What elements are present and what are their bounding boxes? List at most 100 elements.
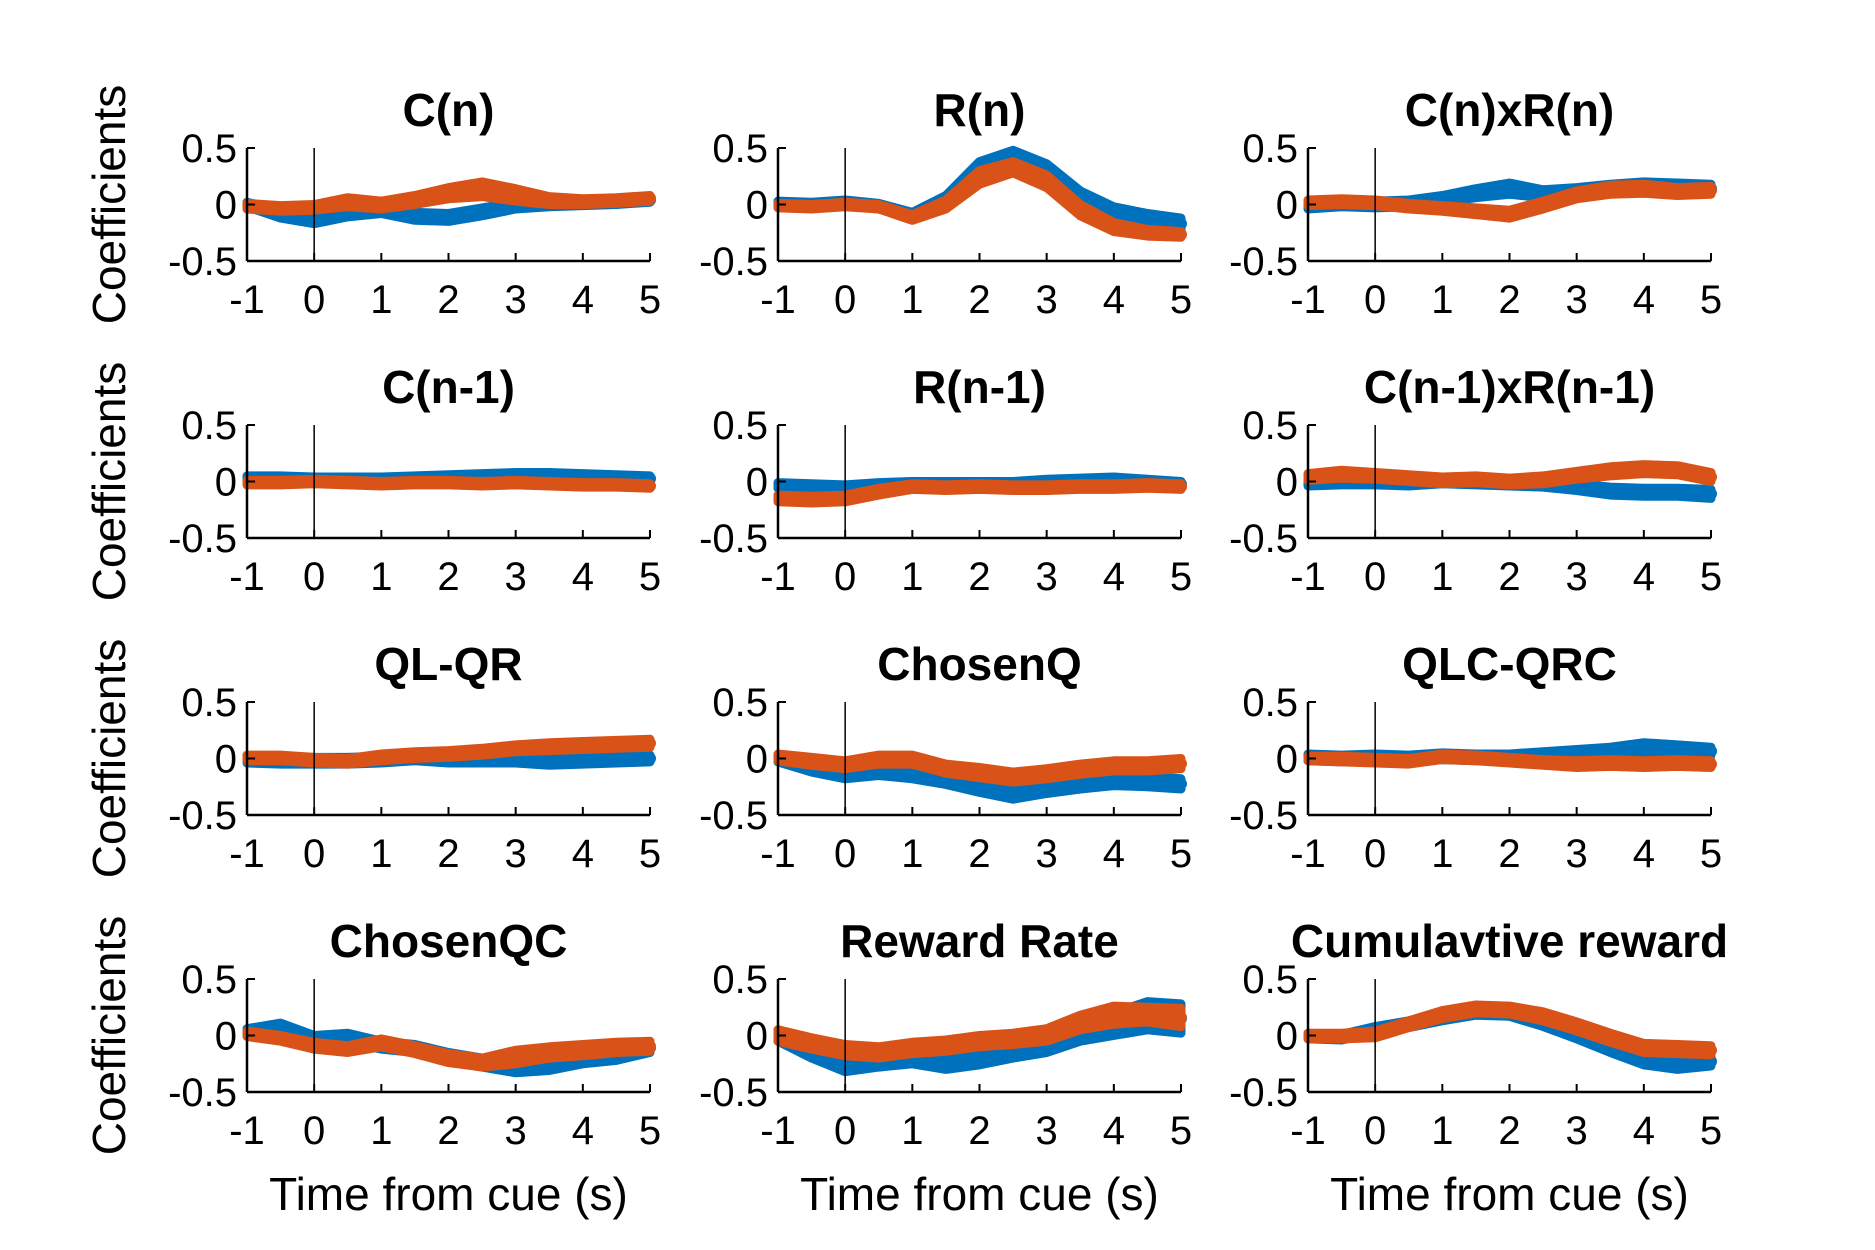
subplot-9: -1 0 1 2 3 4 5 -0.5 0 0.5 QLC-QRC <box>1229 638 1722 876</box>
series-end-point-orange <box>644 737 656 750</box>
y-tick-label: 0 <box>215 1015 237 1059</box>
x-tick-label: 4 <box>1103 278 1125 322</box>
x-tick-label: -1 <box>1290 832 1326 876</box>
x-tick-label: 1 <box>1431 555 1453 599</box>
x-tick-label: 4 <box>1633 555 1655 599</box>
x-axis-label: Time from cue (s) <box>800 1168 1159 1220</box>
subplot-title: C(n-1) <box>382 361 515 413</box>
x-tick-label: 4 <box>1103 1109 1125 1153</box>
subplot-title: C(n)xR(n) <box>1405 84 1615 136</box>
x-tick-label: 5 <box>639 555 661 599</box>
x-tick-label: 2 <box>437 1109 459 1153</box>
x-tick-label: -1 <box>760 555 796 599</box>
x-tick-label: 1 <box>1431 278 1453 322</box>
x-tick-label: 1 <box>370 832 392 876</box>
x-tick-label: 4 <box>572 278 594 322</box>
x-tick-label: 3 <box>505 1109 527 1153</box>
x-tick-label: 1 <box>901 278 923 322</box>
subplot-1: -1 0 1 2 3 4 5 -0.5 0 0.5 C(n) Coefficients <box>83 84 661 324</box>
x-tick-label: 2 <box>437 555 459 599</box>
y-tick-label: 0.5 <box>712 127 768 171</box>
y-tick-label: -0.5 <box>168 517 237 561</box>
x-tick-label: 0 <box>303 555 325 599</box>
x-tick-label: 2 <box>1498 1109 1520 1153</box>
x-tick-label: 5 <box>1700 1109 1722 1153</box>
y-axis-label: Coefficients <box>83 639 135 879</box>
y-tick-label: 0 <box>215 184 237 228</box>
x-tick-label: 3 <box>1566 832 1588 876</box>
x-tick-label: 4 <box>572 555 594 599</box>
y-axis-label: Coefficients <box>83 362 135 602</box>
subplot-title: QL-QR <box>374 638 522 690</box>
y-tick-label: 0.5 <box>1242 404 1298 448</box>
y-tick-label: 0 <box>1276 1015 1298 1059</box>
x-tick-label: 1 <box>1431 832 1453 876</box>
series-end-point-orange <box>1175 480 1187 493</box>
x-tick-label: 0 <box>1364 555 1386 599</box>
subplot-title: C(n-1)xR(n-1) <box>1364 361 1655 413</box>
y-axis-label: Coefficients <box>83 85 135 325</box>
x-tick-label: 3 <box>505 555 527 599</box>
series-band-orange <box>1303 1000 1716 1060</box>
x-tick-label: 0 <box>834 1109 856 1153</box>
x-tick-label: 4 <box>1633 278 1655 322</box>
y-tick-label: 0 <box>215 738 237 782</box>
y-tick-label: 0.5 <box>1242 958 1298 1002</box>
subplot-title: R(n-1) <box>913 361 1046 413</box>
subplot-7: -1 0 1 2 3 4 5 -0.5 0 0.5 QL-QR Coefficients <box>83 638 661 878</box>
x-tick-label: 3 <box>1036 832 1058 876</box>
series-band-orange <box>242 177 655 216</box>
x-tick-label: 3 <box>1036 1109 1058 1153</box>
y-tick-label: 0 <box>746 738 768 782</box>
subplot-2: -1 0 1 2 3 4 5 -0.5 0 0.5 R(n) <box>699 84 1192 322</box>
x-tick-label: -1 <box>229 832 265 876</box>
series-end-point-blue <box>644 752 656 765</box>
series-end-point-orange <box>644 480 656 493</box>
x-tick-label: -1 <box>760 278 796 322</box>
y-tick-label: 0.5 <box>181 127 237 171</box>
series-end-point-orange <box>644 192 656 205</box>
x-tick-label: 3 <box>1566 555 1588 599</box>
subplot-title: QLC-QRC <box>1402 638 1617 690</box>
x-tick-label: 2 <box>1498 555 1520 599</box>
series-band-orange <box>773 1001 1186 1063</box>
x-tick-label: 1 <box>370 1109 392 1153</box>
x-tick-label: 1 <box>901 555 923 599</box>
series-end-point-orange <box>1705 758 1717 771</box>
x-tick-label: 5 <box>639 1109 661 1153</box>
x-tick-label: 0 <box>1364 278 1386 322</box>
subplot-title: ChosenQ <box>877 638 1081 690</box>
subplot-5: -1 0 1 2 3 4 5 -0.5 0 0.5 R(n-1) <box>699 361 1192 599</box>
x-tick-label: 5 <box>639 832 661 876</box>
subplot-11: -1 0 1 2 3 4 5 -0.5 0 0.5 Reward Rate Time from cue… <box>699 915 1192 1220</box>
x-tick-label: 0 <box>834 278 856 322</box>
x-tick-label: -1 <box>1290 1109 1326 1153</box>
y-tick-label: 0.5 <box>181 681 237 725</box>
x-tick-label: 0 <box>303 1109 325 1153</box>
y-tick-label: 0 <box>1276 184 1298 228</box>
x-tick-label: 5 <box>1170 832 1192 876</box>
x-tick-label: 2 <box>1498 278 1520 322</box>
y-tick-label: -0.5 <box>168 1071 237 1115</box>
series-band-orange <box>773 157 1186 242</box>
x-tick-label: 4 <box>1633 832 1655 876</box>
y-tick-label: 0 <box>1276 461 1298 505</box>
series-end-point-blue <box>1175 777 1187 790</box>
y-tick-label: 0 <box>215 461 237 505</box>
x-tick-label: 3 <box>505 278 527 322</box>
y-tick-label: -0.5 <box>699 1071 768 1115</box>
subplot-title: C(n) <box>403 84 495 136</box>
x-tick-label: 5 <box>1170 555 1192 599</box>
x-tick-label: -1 <box>229 1109 265 1153</box>
x-tick-label: 1 <box>370 555 392 599</box>
series-end-point-orange <box>1175 1011 1187 1024</box>
y-tick-label: 0.5 <box>712 681 768 725</box>
subplot-title: R(n) <box>934 84 1026 136</box>
x-tick-label: 2 <box>437 832 459 876</box>
x-tick-label: 5 <box>1170 278 1192 322</box>
x-tick-label: 2 <box>1498 832 1520 876</box>
y-tick-label: -0.5 <box>168 794 237 838</box>
x-tick-label: 2 <box>968 555 990 599</box>
